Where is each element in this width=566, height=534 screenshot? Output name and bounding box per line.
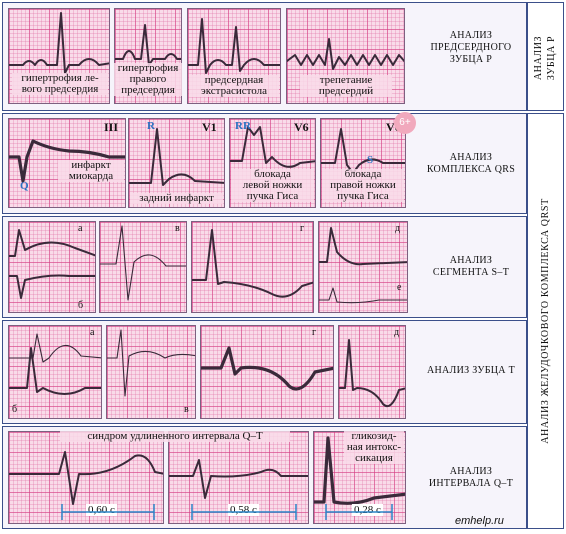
lead-v6-a: V6 (294, 120, 309, 134)
letter-a: а (78, 223, 83, 234)
panel-t-g (200, 325, 334, 419)
caption-infarction: инфаркт миокарда (58, 160, 124, 182)
letter-t-b: б (12, 404, 18, 415)
analysis-qrs-label: АНАЛИЗ КОМПЛЕКСА QRS (426, 152, 516, 175)
wave-label-q: Q (20, 180, 29, 192)
wave-label-s: S (367, 154, 374, 166)
panel-st-g (191, 221, 314, 313)
letter-v: в (175, 223, 180, 234)
panel-t-v (106, 325, 196, 419)
measure-0-60: 0,60 с (86, 504, 117, 516)
lead-III: III (104, 120, 119, 134)
measure-0-58: 0,58 с (228, 504, 259, 516)
panel-st-ab (8, 221, 96, 313)
panel-t-ab (8, 325, 102, 419)
caption-left-bundle-block: блокада левой ножки пучка Гиса (231, 169, 314, 202)
p-side-frame (527, 2, 564, 111)
panel-posterior-infarction (128, 118, 225, 208)
side-title-qrst: АНАЛИЗ ЖЕЛУДОЧКОВОГО КОМПЛЕКСА QRST (540, 198, 551, 444)
caption-posterior-infarction: задний инфаркт (130, 193, 223, 204)
analysis-qt-label: АНАЛИЗ ИНТЕРВАЛА Q–T (428, 466, 514, 489)
letter-b: б (78, 300, 84, 311)
analysis-p-wave-label: АНАЛИЗ ПРЕДСЕРДНОГО ЗУБЦА P (430, 30, 512, 65)
caption-long-qt-syndrome: синдром удлиненного интервала Q–T (60, 431, 290, 442)
wave-label-rr: RR (235, 120, 251, 132)
measure-0-28: 0,28 с (352, 504, 383, 516)
caption-rah: гипертрофия правого предсердия (114, 63, 182, 96)
age-badge: 6+ (394, 112, 416, 134)
letter-t-g: г (312, 327, 317, 338)
site-label: emhelp.ru (455, 515, 504, 527)
letter-e: е (397, 282, 402, 293)
wave-label-r: R (147, 120, 155, 132)
letter-t-d: д (394, 327, 400, 338)
analysis-st-label: АНАЛИЗ СЕГМЕНТА S–T (432, 255, 510, 278)
qrst-side-frame (527, 113, 564, 529)
caption-lah: гипертрофия ле-вого предсердия (12, 73, 108, 95)
letter-g: г (300, 223, 305, 234)
caption-right-bundle-block: блокада правой ножки пучка Гиса (322, 169, 404, 202)
panel-st-de (318, 221, 408, 313)
panel-st-v (99, 221, 187, 313)
caption-extrasystole: предсердная экстрасистола (189, 75, 279, 97)
panel-t-d (338, 325, 406, 419)
letter-d: д (395, 223, 401, 234)
lead-v1: V1 (202, 120, 217, 134)
letter-t-v: в (184, 404, 189, 415)
caption-glycoside-intoxication: гликозид-ная интокс-сикация (344, 431, 404, 464)
caption-flutter: трепетание предсердий (300, 75, 392, 97)
analysis-t-label: АНАЛИЗ ЗУБЦА T (426, 365, 515, 376)
letter-t-a: а (90, 327, 95, 338)
